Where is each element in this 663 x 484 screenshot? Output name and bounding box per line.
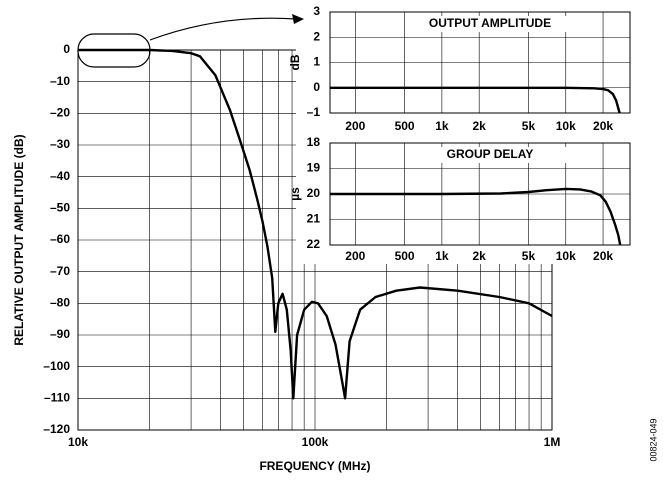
x-tick-label: 20k (593, 249, 613, 263)
x-tick-label: 5k (522, 119, 536, 133)
title-background (408, 16, 572, 32)
y-tick-label: –20 (50, 106, 70, 120)
arrow-head (292, 14, 304, 24)
x-tick-label: 200 (345, 119, 365, 133)
title-background (408, 147, 572, 163)
arrow (149, 17, 297, 41)
x-tick-label: 1k (435, 249, 449, 263)
y-tick-label: –90 (50, 327, 70, 341)
plot-frame (329, 11, 631, 114)
y-tick-label: –50 (50, 201, 70, 215)
y-tick-label: –30 (50, 137, 70, 151)
y-tick-label: 1 (313, 55, 320, 69)
x-tick-label: 500 (395, 119, 415, 133)
x-tick-label: 10k (556, 119, 576, 133)
inset-title: OUTPUT AMPLITUDE (429, 16, 551, 30)
y-tick-label: –80 (50, 296, 70, 310)
y-tick-label: –40 (50, 169, 70, 183)
figure-code: 00824-049 (648, 418, 658, 461)
curve (330, 86, 621, 114)
y-tick-label: –1 (307, 105, 321, 119)
y-tick-label: 20 (307, 186, 321, 200)
x-tick-label: 1k (435, 119, 449, 133)
y-tick-label: 18 (307, 135, 321, 149)
y-axis-label: µs (288, 187, 302, 201)
inset-group-delay: 200 500 1k 2k 5k 10k 20k 18 19 20 21 22 GROUP DELAY µ… (288, 135, 631, 263)
y-axis-label: dB (288, 54, 302, 70)
y-tick-label: 22 (307, 237, 321, 251)
highlight-oval (77, 33, 151, 68)
x-tick-label: 5k (522, 249, 536, 263)
x-tick-label: 10k (68, 435, 88, 449)
curve (78, 48, 553, 400)
x-tick-label: 2k (472, 249, 486, 263)
y-tick-label: –10 (50, 74, 70, 88)
y-tick-label: 21 (307, 212, 321, 226)
x-tick-label: 100k (302, 435, 329, 449)
x-tick-label: 10k (556, 249, 576, 263)
y-tick-label: 19 (307, 161, 321, 175)
y-tick-label: –120 (43, 422, 70, 436)
y-tick-label: 0 (63, 42, 70, 56)
y-tick-label: –100 (43, 359, 70, 373)
x-axis-label: FREQUENCY (MHz) (259, 459, 370, 473)
inset-title: GROUP DELAY (447, 147, 534, 161)
x-tick-label: 1M (544, 435, 561, 449)
x-tick-label: 200 (345, 249, 365, 263)
y-tick-label: 3 (313, 4, 320, 18)
x-tick-label: 20k (593, 119, 613, 133)
y-tick-label: 2 (313, 29, 320, 43)
curve (330, 187, 622, 246)
y-axis-label: RELATIVE OUTPUT AMPLITUDE (dB) (12, 134, 26, 345)
x-tick-label: 2k (472, 119, 486, 133)
y-tick-label: –110 (44, 391, 70, 405)
y-tick-label: –70 (50, 264, 70, 278)
inset-amplitude: 200 500 1k 2k 5k 10k 20k 3 2 1 0 –1 OUTPUT AMPLITUDE… (288, 4, 631, 133)
y-tick-label: 0 (313, 80, 320, 94)
x-tick-label: 500 (395, 249, 415, 263)
y-tick-label: –60 (50, 232, 70, 246)
